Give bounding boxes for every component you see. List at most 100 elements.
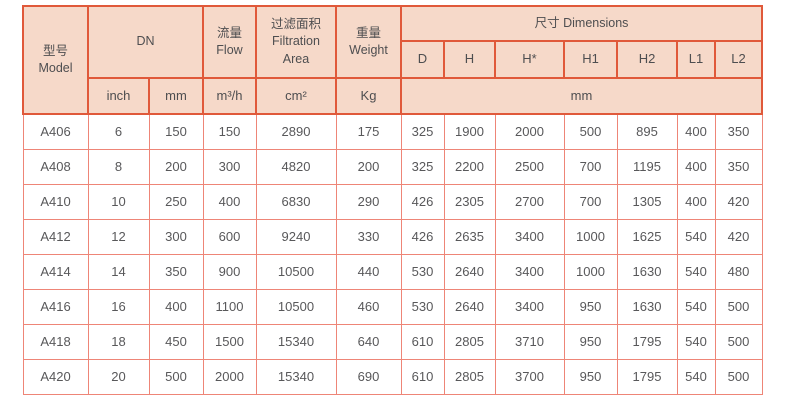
value-cell: 200 — [148, 148, 204, 185]
value-cell: 950 — [563, 358, 618, 395]
value-cell: 700 — [563, 148, 618, 185]
value-cell: 420 — [714, 183, 763, 220]
header-dim-h2: H2 — [616, 40, 678, 79]
header-weight: 重量 Weight — [335, 5, 402, 79]
value-cell: 1000 — [563, 218, 618, 255]
value-cell: 200 — [335, 148, 402, 185]
value-cell: 1195 — [616, 148, 678, 185]
value-cell: 2000 — [202, 358, 257, 395]
value-cell: 400 — [148, 288, 204, 325]
value-cell: 540 — [676, 358, 716, 395]
value-cell: 3400 — [494, 288, 565, 325]
value-cell: 10500 — [255, 288, 337, 325]
model-cell: A406 — [22, 113, 89, 150]
value-cell: 540 — [676, 288, 716, 325]
value-cell: 2640 — [443, 288, 496, 325]
value-cell: 325 — [400, 113, 445, 150]
table-row: A410 10 250 400 6830 290 426 2305 2700 700 1305 400… — [22, 183, 763, 220]
value-cell: 500 — [148, 358, 204, 395]
value-cell: 1630 — [616, 253, 678, 290]
value-cell: 400 — [676, 183, 716, 220]
header-dim-h: H — [443, 40, 496, 79]
value-cell: 900 — [202, 253, 257, 290]
value-cell: 3710 — [494, 323, 565, 360]
unit-dn-mm: mm — [148, 77, 204, 115]
unit-filtration-area: cm² — [255, 77, 337, 115]
value-cell: 2805 — [443, 358, 496, 395]
value-cell: 500 — [714, 358, 763, 395]
value-cell: 6 — [87, 113, 150, 150]
value-cell: 610 — [400, 358, 445, 395]
header-row-1: 型号 Model DN 流量 Flow 过滤面积 Filtration Area… — [22, 5, 764, 115]
value-cell: 2500 — [494, 148, 565, 185]
unit-dn-inch: inch — [87, 77, 150, 115]
value-cell: 426 — [400, 218, 445, 255]
value-cell: 640 — [335, 323, 402, 360]
model-cell: A416 — [22, 288, 89, 325]
unit-flow: m³/h — [202, 77, 257, 115]
value-cell: 6830 — [255, 183, 337, 220]
value-cell: 2805 — [443, 323, 496, 360]
value-cell: 530 — [400, 288, 445, 325]
value-cell: 15340 — [255, 323, 337, 360]
value-cell: 1900 — [443, 113, 496, 150]
model-cell: A410 — [22, 183, 89, 220]
table-row: A414 14 350 900 10500 440 530 2640 3400 1000 1630 5… — [22, 253, 763, 290]
value-cell: 400 — [202, 183, 257, 220]
model-cell: A414 — [22, 253, 89, 290]
value-cell: 14 — [87, 253, 150, 290]
value-cell: 480 — [714, 253, 763, 290]
value-cell: 600 — [202, 218, 257, 255]
value-cell: 150 — [202, 113, 257, 150]
value-cell: 4820 — [255, 148, 337, 185]
table-row: A420 20 500 2000 15340 690 610 2805 3700 950 1795 5… — [22, 358, 763, 395]
value-cell: 175 — [335, 113, 402, 150]
value-cell: 426 — [400, 183, 445, 220]
header-dim-h1: H1 — [563, 40, 618, 79]
value-cell: 1625 — [616, 218, 678, 255]
value-cell: 325 — [400, 148, 445, 185]
header-dimensions: 尺寸 Dimensions — [399, 5, 764, 42]
value-cell: 440 — [335, 253, 402, 290]
unit-dimensions: mm — [399, 77, 764, 115]
value-cell: 400 — [676, 113, 716, 150]
value-cell: 8 — [87, 148, 150, 185]
value-cell: 1000 — [563, 253, 618, 290]
value-cell: 290 — [335, 183, 402, 220]
value-cell: 690 — [335, 358, 402, 395]
header-row-2: D H H* H1 H2 L1 L2 — [23, 40, 764, 79]
value-cell: 2890 — [255, 113, 337, 150]
value-cell: 16 — [87, 288, 150, 325]
value-cell: 2640 — [443, 253, 496, 290]
header-dn: DN — [87, 5, 204, 79]
value-cell: 18 — [87, 323, 150, 360]
value-cell: 300 — [202, 148, 257, 185]
table-row: A408 8 200 300 4820 200 325 2200 2500 700 1195 400 3… — [22, 148, 763, 185]
value-cell: 420 — [714, 218, 763, 255]
value-cell: 10 — [87, 183, 150, 220]
value-cell: 1100 — [202, 288, 257, 325]
value-cell: 1630 — [616, 288, 678, 325]
value-cell: 2305 — [443, 183, 496, 220]
value-cell: 450 — [148, 323, 204, 360]
value-cell: 10500 — [255, 253, 337, 290]
value-cell: 700 — [563, 183, 618, 220]
value-cell: 250 — [148, 183, 204, 220]
spec-table: 型号 Model DN 流量 Flow 过滤面积 Filtration Area… — [22, 5, 764, 395]
table-row: A416 16 400 1100 10500 460 530 2640 3400 950 1630 5… — [22, 288, 763, 325]
value-cell: 950 — [563, 323, 618, 360]
value-cell: 3400 — [494, 253, 565, 290]
header-dim-hstar: H* — [494, 40, 565, 79]
value-cell: 350 — [714, 148, 763, 185]
value-cell: 12 — [87, 218, 150, 255]
value-cell: 530 — [400, 253, 445, 290]
value-cell: 950 — [563, 288, 618, 325]
value-cell: 330 — [335, 218, 402, 255]
header-filtration-area: 过滤面积 Filtration Area — [255, 5, 337, 79]
value-cell: 500 — [563, 113, 618, 150]
value-cell: 2635 — [443, 218, 496, 255]
table-row: A418 18 450 1500 15340 640 610 2805 3710 950 1795 5… — [22, 323, 763, 360]
value-cell: 1795 — [616, 323, 678, 360]
unit-weight: Kg — [335, 77, 402, 115]
model-cell: A420 — [22, 358, 89, 395]
